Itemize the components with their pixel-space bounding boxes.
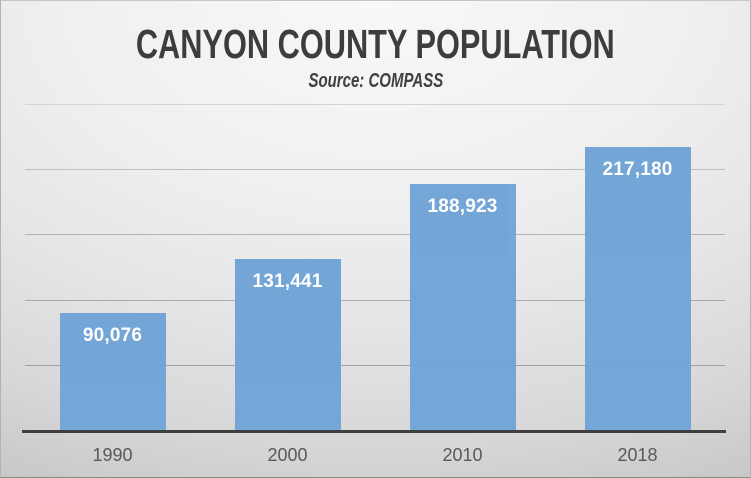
bar-series: 90,076 131,441 188,923 217,180 — [25, 104, 725, 430]
bar-slot-2000: 131,441 — [200, 104, 375, 430]
bar-slot-2010: 188,923 — [375, 104, 550, 430]
gridline-150k — [25, 234, 725, 236]
gridline-50k — [25, 364, 725, 366]
bar-slot-1990: 90,076 — [25, 104, 200, 430]
bar-2010: 188,923 — [409, 183, 516, 430]
bar-1990: 90,076 — [59, 312, 166, 430]
bar-2018: 217,180 — [584, 146, 691, 430]
x-tick-label-1990: 1990 — [92, 445, 133, 465]
bar-2000: 131,441 — [234, 258, 341, 430]
chart-title-text: CANYON COUNTY POPULATION — [136, 21, 615, 67]
x-tick-label-2000: 2000 — [267, 445, 308, 465]
bar-slot-2018: 217,180 — [550, 104, 725, 430]
bar-value-label-2000: 131,441 — [252, 270, 323, 292]
x-tick-label-2018: 2018 — [617, 445, 658, 465]
plot-area: 90,076 131,441 188,923 217,180 — [22, 104, 726, 433]
bar-value-label-2010: 188,923 — [427, 195, 498, 217]
chart-subtitle-text: Source: COMPASS — [308, 70, 443, 92]
bar-value-label-2018: 217,180 — [602, 158, 673, 180]
chart-subtitle: Source: COMPASS — [1, 71, 750, 91]
chart-title: CANYON COUNTY POPULATION — [1, 24, 750, 65]
x-tick-label-2010: 2010 — [442, 445, 483, 465]
gridline-250k — [25, 104, 725, 105]
x-axis-tick-labels: 1990 2000 2010 2018 — [25, 446, 725, 464]
gridline-100k — [25, 299, 725, 301]
gridline-200k — [25, 169, 725, 171]
x-axis-line — [22, 430, 726, 433]
bar-value-label-1990: 90,076 — [82, 324, 143, 346]
